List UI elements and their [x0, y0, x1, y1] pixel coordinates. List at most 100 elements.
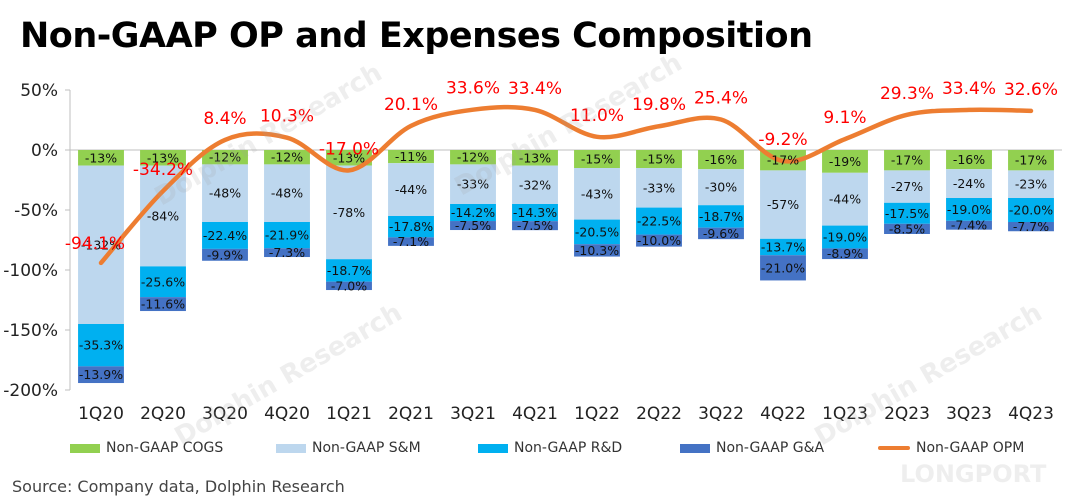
bar-label-rd: -18.7% — [327, 263, 371, 278]
bar-ga — [946, 220, 992, 230]
bar-cogs — [574, 150, 620, 168]
bar-label-sm: -48% — [271, 186, 303, 201]
x-tick-label: 3Q23 — [946, 404, 992, 424]
bar-sm — [512, 165, 558, 204]
bar-label-ga: -11.6% — [141, 297, 185, 312]
opm-label: 10.3% — [260, 107, 314, 127]
bar-label-rd: -13.7% — [761, 240, 805, 255]
bar-ga — [698, 227, 744, 240]
bar-label-sm: -27% — [891, 179, 923, 194]
bar-label-rd: -35.3% — [79, 338, 123, 353]
x-tick-label: 1Q21 — [326, 404, 372, 424]
x-tick-label: 4Q23 — [1008, 404, 1054, 424]
bar-rd — [698, 205, 744, 228]
opm-label: 19.8% — [632, 95, 686, 115]
bar-ga — [512, 221, 558, 231]
bar-label-cogs: -11% — [395, 149, 427, 164]
y-tick-label: -100% — [3, 261, 58, 281]
bar-sm — [450, 164, 496, 204]
bar-label-sm: -84% — [147, 209, 179, 224]
watermark-logo: LONGPORT — [900, 460, 1047, 488]
bar-ga — [388, 237, 434, 246]
bar-ga — [202, 248, 248, 261]
x-tick-label: 1Q23 — [822, 404, 868, 424]
bar-rd — [140, 266, 186, 298]
legend-item-opm: Non-GAAP OPM — [878, 440, 1024, 456]
bar-cogs — [326, 150, 372, 166]
bar-ga — [140, 297, 186, 312]
bar-label-cogs: -19% — [829, 154, 861, 169]
bar-label-sm: -48% — [209, 186, 241, 201]
x-tick-label: 2Q22 — [636, 404, 682, 424]
legend-swatch-opm — [878, 446, 910, 450]
legend-label-ga: Non-GAAP G&A — [716, 440, 825, 456]
x-tick-label: 2Q20 — [140, 404, 186, 424]
bar-rd — [946, 198, 992, 221]
legend-swatch-cogs — [70, 443, 100, 453]
opm-label: -9.2% — [758, 130, 807, 150]
bar-label-ga: -10.0% — [637, 233, 681, 248]
bar-ga — [822, 248, 868, 260]
y-tick-label: -50% — [14, 201, 58, 221]
bar-sm — [946, 169, 992, 198]
bar-rd — [822, 225, 868, 249]
x-tick-label: 3Q21 — [450, 404, 496, 424]
bar-label-rd: -17.8% — [389, 219, 433, 234]
legend-item-cogs: Non-GAAP COGS — [70, 440, 223, 456]
bar-label-cogs: -16% — [705, 152, 737, 167]
chart-plot: 50% 0% -50% -100% -150% -200% -13% -132% -35.3%… — [3, 79, 1062, 424]
bar-cogs — [698, 150, 744, 170]
bar-sm — [326, 165, 372, 260]
bar-rd — [884, 202, 930, 224]
x-tick-label: 1Q22 — [574, 404, 620, 424]
bar-label-sm: -33% — [457, 177, 489, 192]
bar-cogs — [202, 150, 248, 165]
bar-ga — [326, 281, 372, 291]
opm-label: 33.6% — [446, 79, 500, 99]
legend-label-sm: Non-GAAP S&M — [312, 440, 421, 456]
legend: Non-GAAP COGS Non-GAAP S&M Non-GAAP R&D … — [0, 440, 1080, 464]
bar-label-cogs: -15% — [643, 152, 675, 167]
legend-swatch-sm — [276, 443, 306, 453]
bar-label-cogs: -15% — [581, 152, 613, 167]
bar-label-ga: -7.7% — [1013, 219, 1049, 234]
opm-label: 25.4% — [694, 89, 748, 109]
data-labels: -13% -132% -35.3% -13.9% -13% -84% -25.6% -11.6… — [65, 79, 1058, 383]
bar-label-cogs: -16% — [953, 152, 985, 167]
bar-label-rd: -21.9% — [265, 228, 309, 243]
opm-line-series — [98, 104, 1034, 266]
bar-label-sm: -24% — [953, 176, 985, 191]
bar-sm — [202, 164, 248, 222]
bar-ga — [1008, 222, 1054, 232]
bar-label-sm: -132% — [81, 237, 121, 252]
bar-cogs — [512, 150, 558, 166]
bar-label-ga: -7.5% — [517, 218, 553, 233]
bar-rd — [388, 216, 434, 238]
bar-ga — [264, 248, 310, 258]
legend-item-sm: Non-GAAP S&M — [276, 440, 421, 456]
opm-label: 11.0% — [570, 106, 624, 126]
bar-label-sm: -44% — [829, 192, 861, 207]
bar-sm — [698, 169, 744, 206]
opm-label: -34.2% — [133, 160, 193, 180]
bar-sm — [574, 168, 620, 220]
bar-label-cogs: -17% — [1015, 153, 1047, 168]
bar-sm — [140, 165, 186, 267]
opm-label: 32.6% — [1004, 80, 1058, 100]
legend-label-rd: Non-GAAP R&D — [514, 440, 623, 456]
opm-label: 33.4% — [508, 79, 562, 99]
bar-cogs — [140, 150, 186, 166]
bar-ga — [884, 223, 930, 234]
opm-label: 9.1% — [823, 108, 866, 128]
bar-label-cogs: -12% — [457, 150, 489, 165]
bar-rd — [78, 324, 124, 367]
opm-label: 33.4% — [942, 79, 996, 99]
legend-label-opm: Non-GAAP OPM — [916, 440, 1025, 456]
x-axis: 1Q20 2Q20 3Q20 4Q20 1Q21 2Q21 3Q21 4Q21 1Q22 2Q22… — [78, 404, 1054, 424]
bar-sm — [822, 172, 868, 226]
bar-label-cogs: -17% — [767, 153, 799, 168]
opm-label: 20.1% — [384, 95, 438, 115]
bar-label-rd: -20.0% — [1009, 203, 1053, 218]
legend-label-cogs: Non-GAAP COGS — [106, 440, 224, 456]
bar-cogs — [946, 150, 992, 170]
